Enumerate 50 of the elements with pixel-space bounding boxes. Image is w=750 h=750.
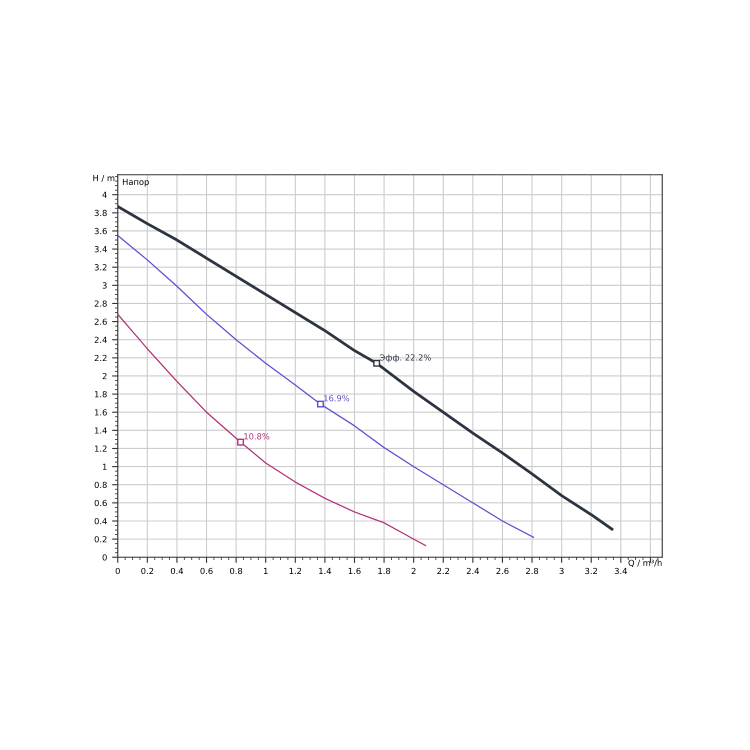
y-tick-label: 0.2 [94, 536, 106, 542]
x-tick-label: 2.2 [437, 568, 450, 574]
x-tick-label: 0.4 [170, 568, 184, 574]
y-tick-label: 2.2 [94, 354, 106, 362]
annotation: 16.9% [324, 395, 350, 402]
y-axis-title: H / m [93, 175, 114, 182]
y-tick-label: 0.8 [94, 482, 107, 488]
x-tick-label: 0 [116, 568, 120, 574]
x-tick-label: 0.6 [200, 568, 213, 574]
x-tick-label: 3.2 [585, 568, 598, 574]
annotation: 10.8% [244, 433, 270, 440]
x-tick-label: 3.4 [614, 568, 627, 574]
y-tick-label: 2.6 [94, 318, 107, 325]
y-tick-label: 0.4 [94, 518, 107, 524]
x-tick-label: 1.2 [290, 568, 302, 574]
x-tick-label: 0.2 [141, 568, 154, 574]
y-tick-label: 0 [102, 554, 107, 561]
y-tick-label: 1 [102, 464, 107, 470]
point [237, 438, 244, 446]
annotation: Напор [122, 178, 149, 187]
x-tick-label: 2.4 [466, 568, 480, 574]
x-tick-label: 1.6 [348, 568, 361, 574]
annotation: Эфф. 22.2% [380, 354, 431, 362]
y-tick-label: 2.8 [94, 300, 107, 307]
y-tick-label: 1.4 [94, 427, 107, 434]
x-tick-label: 0.8 [230, 568, 242, 574]
y-tick-label: 3.6 [94, 228, 107, 234]
y-tick-label: 0.6 [94, 500, 107, 506]
line-series [118, 234, 534, 538]
y-tick-label: 3.4 [94, 246, 107, 252]
x-tick-label: 3 [560, 568, 564, 574]
x-tick-label: 1.4 [319, 568, 332, 574]
x-axis-title: Q / m³/h [628, 560, 662, 567]
x-tick-label: 2 [412, 568, 416, 574]
x-tick-label: 1.8 [378, 568, 390, 574]
y-tick-label: 4 [102, 192, 107, 198]
line-series [118, 205, 614, 531]
y-tick-label: 2 [102, 372, 106, 380]
y-tick-label: 3.8 [94, 210, 107, 216]
y-tick-label: 3 [102, 282, 107, 289]
y-tick-label: 1.2 [94, 445, 106, 452]
y-tick-label: 1.6 [94, 409, 107, 416]
y-tick-label: 1.8 [94, 391, 107, 398]
point [316, 400, 324, 408]
y-tick-label: 2.4 [94, 336, 107, 343]
point [373, 360, 380, 367]
x-tick-label: 2.8 [526, 568, 538, 574]
x-tick-label: 2.6 [496, 568, 509, 574]
x-tick-label: 1 [264, 568, 268, 574]
y-tick-label: 3.2 [94, 264, 106, 270]
